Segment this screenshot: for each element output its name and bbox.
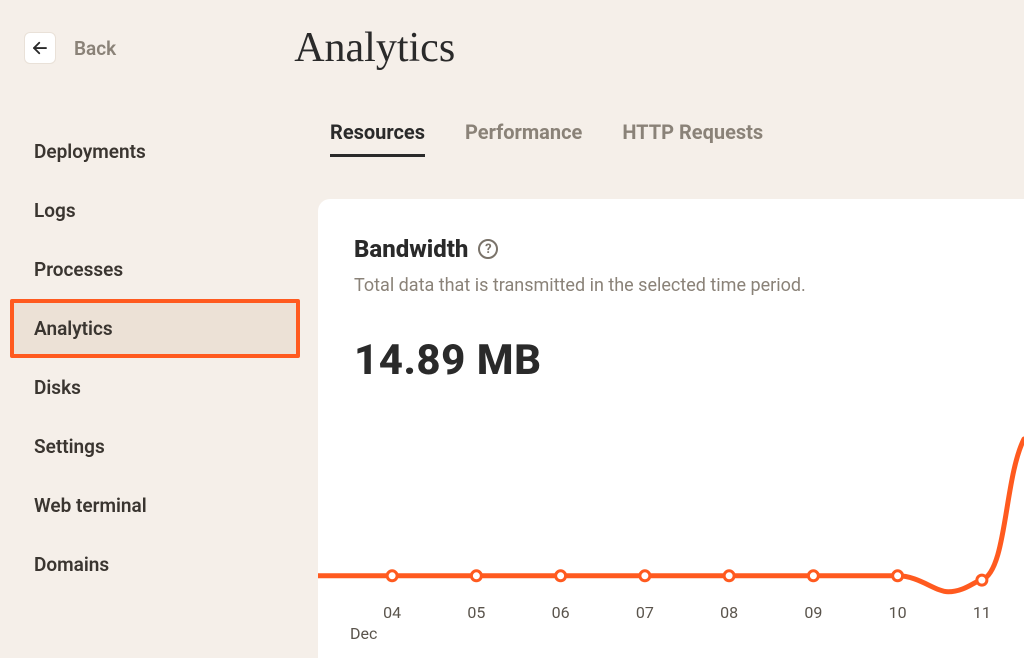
bandwidth-chart: 0405060708091011 Dec xyxy=(318,433,1024,653)
chart-x-labels: 0405060708091011 xyxy=(318,603,1024,622)
page-title: Analytics xyxy=(294,24,455,72)
help-icon[interactable]: ? xyxy=(478,239,498,259)
sidebar-item-settings[interactable]: Settings xyxy=(10,417,300,476)
sidebar: Deployments Logs Processes Analytics Dis… xyxy=(0,72,310,658)
sidebar-item-logs[interactable]: Logs xyxy=(10,181,300,240)
chart-x-tick: 11 xyxy=(940,603,1024,622)
bandwidth-title: Bandwidth xyxy=(354,235,468,263)
chart-x-tick: 04 xyxy=(350,603,434,622)
sidebar-item-processes[interactable]: Processes xyxy=(10,240,300,299)
bandwidth-line-chart xyxy=(318,433,1024,603)
bandwidth-description: Total data that is transmitted in the se… xyxy=(354,275,1014,296)
tabs: Resources Performance HTTP Requests xyxy=(318,72,1024,157)
sidebar-item-deployments[interactable]: Deployments xyxy=(10,122,300,181)
sidebar-item-analytics[interactable]: Analytics xyxy=(10,299,300,358)
tab-http-requests[interactable]: HTTP Requests xyxy=(622,120,763,157)
bandwidth-value: 14.89 MB xyxy=(354,336,1014,385)
arrow-left-icon xyxy=(31,39,49,57)
sidebar-item-domains[interactable]: Domains xyxy=(10,535,300,594)
sidebar-item-disks[interactable]: Disks xyxy=(10,358,300,417)
sidebar-item-web-terminal[interactable]: Web terminal xyxy=(10,476,300,535)
chart-x-month: Dec xyxy=(318,624,1024,643)
tab-resources[interactable]: Resources xyxy=(330,120,425,157)
chart-x-tick: 07 xyxy=(603,603,687,622)
chart-x-tick: 08 xyxy=(687,603,771,622)
bandwidth-card: Bandwidth ? Total data that is transmitt… xyxy=(318,199,1024,658)
back-label[interactable]: Back xyxy=(74,37,116,60)
chart-x-tick: 10 xyxy=(856,603,940,622)
chart-x-tick: 06 xyxy=(519,603,603,622)
main-content: Resources Performance HTTP Requests Band… xyxy=(310,72,1024,658)
tab-performance[interactable]: Performance xyxy=(465,120,582,157)
back-button[interactable] xyxy=(24,32,56,64)
chart-x-tick: 05 xyxy=(434,603,518,622)
chart-x-tick: 09 xyxy=(771,603,855,622)
